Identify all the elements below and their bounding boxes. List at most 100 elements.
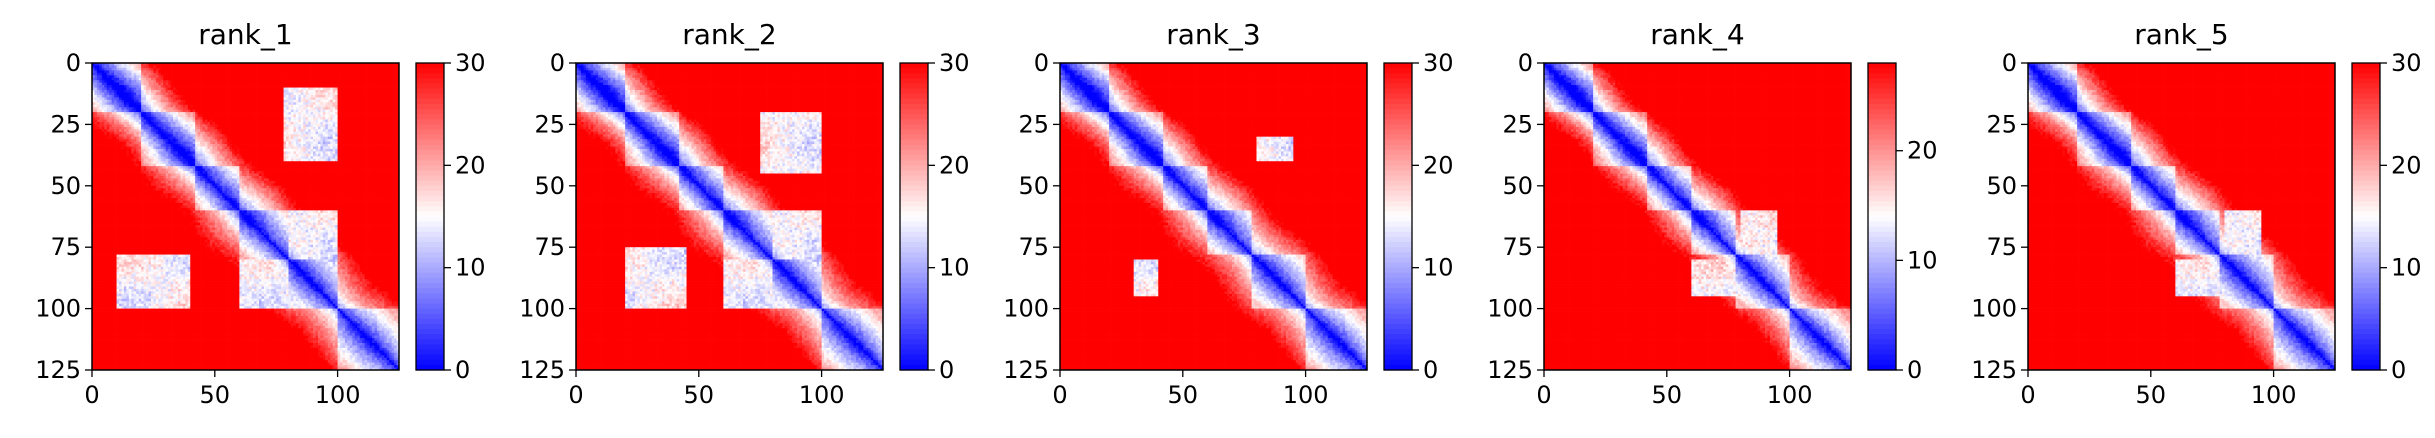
heatmap-cell xyxy=(330,85,333,88)
heatmap-cell xyxy=(355,75,358,78)
heatmap-cell xyxy=(274,102,277,105)
heatmap-cell xyxy=(126,75,129,78)
heatmap-cell xyxy=(333,102,336,105)
heatmap-cell xyxy=(215,88,218,91)
heatmap-cell xyxy=(104,70,107,73)
heatmap-cell xyxy=(126,73,129,76)
heatmap-cell xyxy=(296,92,299,95)
heatmap-cell xyxy=(188,88,191,91)
heatmap-cell xyxy=(121,80,124,83)
heatmap-cell xyxy=(333,85,336,88)
heatmap-cell xyxy=(338,75,341,78)
heatmap-cell xyxy=(148,105,151,108)
heatmap-cell xyxy=(222,92,225,95)
heatmap-cell xyxy=(382,90,385,93)
heatmap-cell xyxy=(298,100,301,103)
heatmap-cell xyxy=(121,90,124,93)
heatmap-cell xyxy=(261,80,264,83)
heatmap-cell xyxy=(203,80,206,83)
heatmap-cell xyxy=(200,78,203,81)
heatmap-cell xyxy=(338,70,341,73)
heatmap-cell xyxy=(99,90,102,93)
heatmap-cell xyxy=(296,70,299,73)
heatmap-cell xyxy=(316,97,319,100)
heatmap-cell xyxy=(102,105,105,108)
heatmap-cell xyxy=(252,97,255,100)
heatmap-cell xyxy=(392,102,395,105)
heatmap-cell xyxy=(343,83,346,86)
heatmap-cell xyxy=(249,97,252,100)
heatmap-cell xyxy=(141,80,144,83)
heatmap-cell xyxy=(112,83,115,86)
heatmap-cell xyxy=(225,100,228,103)
heatmap-cell xyxy=(259,88,262,91)
heatmap-cell xyxy=(212,92,215,95)
heatmap-cell xyxy=(365,68,368,71)
heatmap-cell xyxy=(163,80,166,83)
heatmap-cell xyxy=(119,78,122,81)
heatmap-cell xyxy=(284,78,287,81)
heatmap-cell xyxy=(215,83,218,86)
heatmap-cell xyxy=(387,102,390,105)
heatmap-cell xyxy=(347,80,350,83)
heatmap-cell xyxy=(298,78,301,81)
heatmap-cell xyxy=(298,85,301,88)
heatmap-cell xyxy=(215,97,218,100)
heatmap-cell xyxy=(269,95,272,98)
heatmap-cell xyxy=(232,68,235,71)
heatmap-cell xyxy=(382,78,385,81)
heatmap-cell xyxy=(153,73,156,76)
heatmap-cell xyxy=(264,97,267,100)
heatmap-cell xyxy=(370,100,373,103)
heatmap-cell xyxy=(173,105,176,108)
heatmap-cell xyxy=(288,95,291,98)
heatmap-cell xyxy=(104,78,107,81)
heatmap-cell xyxy=(136,75,139,78)
heatmap-cell xyxy=(131,97,134,100)
heatmap-cell xyxy=(347,78,350,81)
heatmap-cell xyxy=(389,70,392,73)
heatmap-cell xyxy=(114,88,117,91)
heatmap-cell xyxy=(124,105,127,108)
heatmap-cell xyxy=(340,100,343,103)
heatmap-cell xyxy=(215,68,218,71)
heatmap-cell xyxy=(389,80,392,83)
heatmap-cell xyxy=(355,100,358,103)
heatmap-cell xyxy=(163,95,166,98)
heatmap-cell xyxy=(188,100,191,103)
heatmap-cell xyxy=(281,75,284,78)
heatmap-cell xyxy=(254,102,257,105)
heatmap-cell xyxy=(377,97,380,100)
heatmap-cell xyxy=(153,97,156,100)
heatmap-cell xyxy=(394,80,397,83)
heatmap-cell xyxy=(323,95,326,98)
heatmap-cell xyxy=(303,102,306,105)
heatmap-cell xyxy=(269,78,272,81)
heatmap-cell xyxy=(220,88,223,91)
heatmap-cell xyxy=(372,90,375,93)
heatmap-cell xyxy=(266,73,269,76)
heatmap-cell xyxy=(227,68,230,71)
heatmap-cell xyxy=(360,73,363,76)
heatmap-cell xyxy=(230,73,233,76)
heatmap-cell xyxy=(357,85,360,88)
heatmap-cell xyxy=(173,97,176,100)
heatmap-cell xyxy=(207,68,210,71)
heatmap-cell xyxy=(207,80,210,83)
heatmap-cell xyxy=(237,97,240,100)
heatmap-cell xyxy=(379,95,382,98)
heatmap-cell xyxy=(247,97,250,100)
heatmap-cell xyxy=(146,80,149,83)
heatmap-cell xyxy=(163,90,166,93)
heatmap-cell xyxy=(242,88,245,91)
heatmap-cell xyxy=(107,105,110,108)
heatmap-cell xyxy=(318,75,321,78)
heatmap-cell xyxy=(173,83,176,86)
heatmap-cell xyxy=(146,73,149,76)
heatmap-cell xyxy=(370,70,373,73)
heatmap-cell xyxy=(156,70,159,73)
heatmap-cell xyxy=(195,105,198,108)
heatmap-cell xyxy=(257,102,260,105)
heatmap-cell xyxy=(279,88,282,91)
heatmap-cell xyxy=(340,92,343,95)
